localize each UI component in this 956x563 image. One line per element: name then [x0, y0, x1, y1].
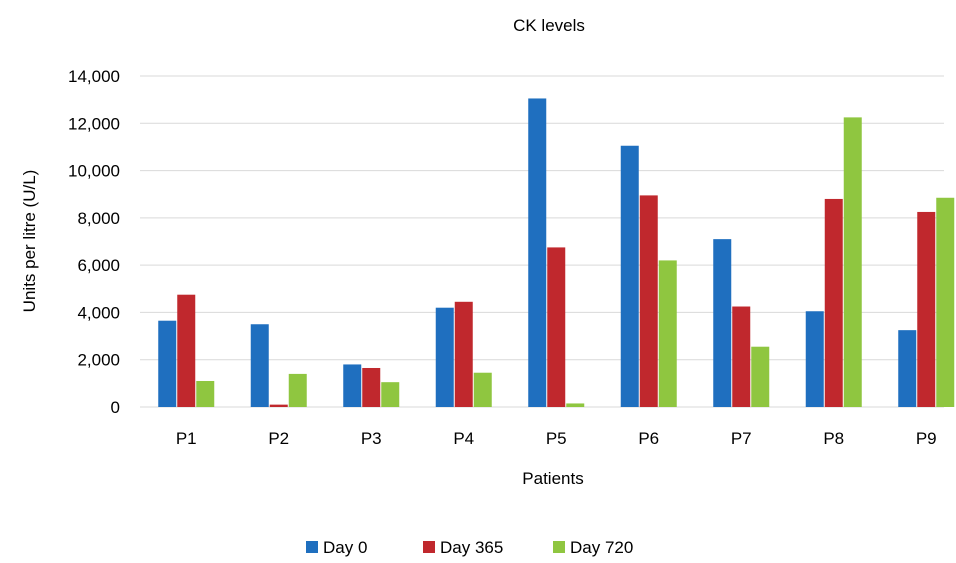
bar-p3-day-365 [362, 367, 381, 407]
legend-label: Day 0 [323, 538, 367, 557]
legend-swatch-day-0 [306, 541, 318, 553]
x-tick-label: P3 [361, 429, 382, 448]
chart-title: CK levels [513, 16, 585, 35]
bar-p8-day-365 [824, 198, 843, 407]
y-axis-ticks: 0 2,000 4,000 6,000 8,000 10,000 12,000 14,000 [68, 67, 120, 417]
x-tick-label: P6 [638, 429, 659, 448]
bar-p5-day-365 [547, 247, 566, 407]
bar-p8-day-0 [805, 311, 824, 407]
legend-label: Day 365 [440, 538, 503, 557]
y-tick-label: 0 [111, 398, 120, 417]
x-tick-label: P1 [176, 429, 197, 448]
bar-p2-day-365 [269, 404, 288, 407]
bar-p4-day-0 [435, 307, 454, 407]
legend-swatch-day-365 [423, 541, 435, 553]
y-tick-label: 12,000 [68, 114, 120, 133]
bar-p5-day-720 [566, 403, 585, 407]
bar-p5-day-0 [528, 98, 547, 407]
bar-p1-day-365 [177, 294, 196, 407]
bar-p3-day-720 [381, 382, 400, 407]
x-tick-label: P5 [546, 429, 567, 448]
y-axis-label: Units per litre (U/L) [20, 170, 39, 313]
y-tick-label: 8,000 [77, 209, 120, 228]
bar-p9-day-365 [917, 211, 936, 407]
legend: Day 0 Day 365 Day 720 [306, 538, 633, 557]
y-tick-label: 6,000 [77, 256, 120, 275]
y-tick-label: 10,000 [68, 162, 120, 181]
y-tick-label: 2,000 [77, 351, 120, 370]
bar-p6-day-365 [639, 195, 658, 407]
bar-p4-day-720 [473, 372, 492, 407]
bar-p7-day-365 [732, 306, 751, 407]
legend-label: Day 720 [570, 538, 633, 557]
bar-p2-day-0 [250, 324, 269, 407]
x-tick-label: P4 [453, 429, 474, 448]
bar-p9-day-720 [936, 197, 955, 407]
bar-p3-day-0 [343, 364, 362, 407]
x-tick-label: P7 [731, 429, 752, 448]
x-tick-label: P9 [916, 429, 937, 448]
x-tick-label: P2 [268, 429, 289, 448]
bar-p4-day-365 [454, 301, 473, 407]
bar-p9-day-0 [898, 330, 917, 407]
bars [158, 98, 955, 407]
bar-p1-day-720 [196, 380, 215, 407]
legend-swatch-day-720 [553, 541, 565, 553]
bar-p7-day-0 [713, 239, 732, 407]
x-tick-label: P8 [823, 429, 844, 448]
bar-p1-day-0 [158, 320, 177, 407]
x-axis-label: Patients [522, 469, 583, 488]
x-axis-ticks: P1 P2 P3 P4 P5 P6 P7 P8 P9 [176, 429, 937, 448]
bar-p6-day-0 [620, 145, 639, 407]
bar-p2-day-720 [288, 373, 307, 407]
bar-p8-day-720 [843, 117, 862, 407]
bar-p7-day-720 [751, 346, 770, 407]
y-tick-label: 4,000 [77, 303, 120, 322]
bar-p6-day-720 [658, 260, 677, 407]
y-tick-label: 14,000 [68, 67, 120, 86]
